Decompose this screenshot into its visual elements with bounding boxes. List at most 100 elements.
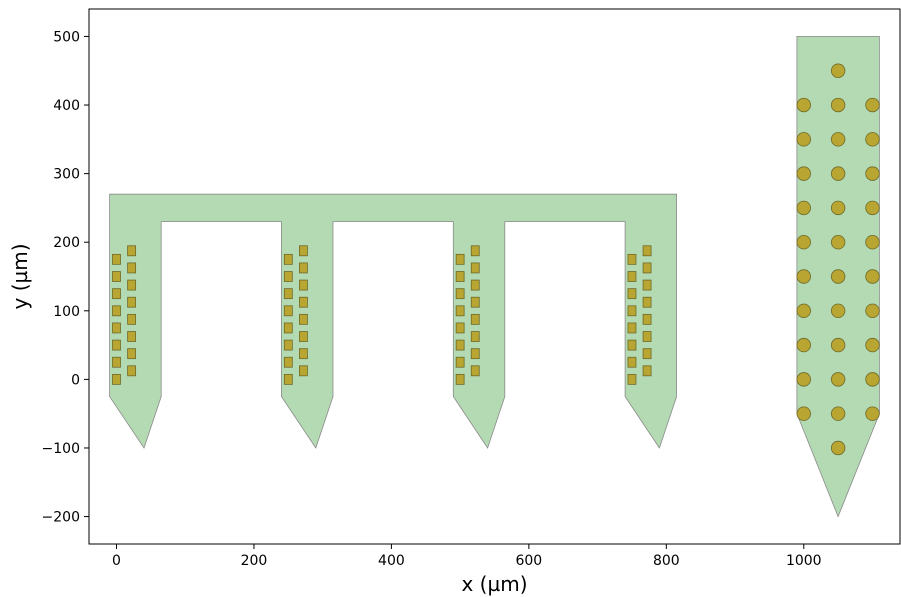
y-tick-label: 300 — [53, 167, 80, 183]
y-tick-label: 200 — [53, 235, 80, 251]
axes-frame — [88, 8, 901, 545]
contact-square — [455, 356, 465, 368]
contact-circle — [796, 269, 811, 284]
contact-circle — [830, 440, 846, 456]
contact-square — [112, 253, 121, 265]
contact-square — [470, 245, 480, 257]
probe-shape-1 — [109, 193, 677, 449]
contact-square — [112, 305, 121, 317]
contact-square — [455, 373, 465, 385]
contact-square — [283, 322, 293, 334]
contact-circle — [830, 200, 846, 216]
contact-square — [627, 305, 637, 317]
contact-square — [299, 245, 308, 257]
contact-circle — [830, 63, 846, 78]
contact-circle — [796, 303, 811, 318]
contact-square — [627, 339, 637, 351]
contact-circle — [865, 166, 880, 181]
contact-square — [455, 253, 465, 265]
x-tick-label: 400 — [378, 553, 405, 569]
contact-square — [627, 271, 637, 282]
contact-square — [299, 296, 308, 308]
contact-square — [283, 339, 293, 351]
contact-circle — [865, 235, 880, 250]
contact-square — [112, 322, 121, 334]
contact-square — [283, 288, 293, 300]
contact-circle — [830, 132, 846, 147]
contact-circle — [865, 406, 880, 421]
x-tick-label: 800 — [653, 553, 680, 569]
contact-square — [127, 296, 137, 308]
contact-square — [127, 348, 137, 360]
probe-shapes — [109, 36, 880, 518]
contact-square — [299, 348, 308, 360]
x-axis-label: x (µm) — [461, 572, 527, 596]
contact-circle — [830, 303, 846, 318]
contact-square — [642, 245, 652, 257]
contact-circle — [830, 166, 846, 181]
contact-square — [627, 373, 637, 385]
contact-circle — [830, 406, 846, 421]
contact-square — [299, 313, 308, 325]
x-tick-label: 1000 — [786, 553, 822, 569]
contact-square — [283, 305, 293, 317]
contact-square — [470, 348, 480, 360]
contact-circle — [796, 166, 811, 181]
contact-square — [455, 288, 465, 300]
contact-square — [627, 356, 637, 368]
contact-square — [470, 296, 480, 308]
contact-square — [299, 279, 308, 291]
contact-square — [470, 313, 480, 325]
contact-square — [455, 339, 465, 351]
contact-square — [455, 322, 465, 334]
contact-circle — [865, 132, 880, 147]
contact-square — [112, 373, 121, 385]
y-tick-label: −100 — [42, 441, 80, 457]
contact-square — [283, 373, 293, 385]
contact-square — [127, 262, 137, 274]
contact-square — [127, 331, 137, 342]
y-tick-label: 0 — [71, 372, 80, 388]
contact-circle — [865, 372, 880, 387]
contact-square — [470, 279, 480, 291]
contact-circle — [796, 372, 811, 387]
contact-square — [470, 365, 480, 377]
contact-square — [127, 279, 137, 291]
x-tick-label: 600 — [515, 553, 542, 569]
y-tick-label: 400 — [53, 98, 80, 114]
x-axis-ticks: 0 200 400 600 800 1000 — [112, 544, 822, 569]
contact-circle — [865, 269, 880, 284]
contact-circle — [796, 200, 811, 216]
contact-square — [642, 365, 652, 377]
contact-square — [627, 253, 637, 265]
contact-square — [642, 296, 652, 308]
contact-square — [470, 331, 480, 342]
contact-square — [627, 322, 637, 334]
contact-square — [642, 279, 652, 291]
contact-square — [299, 262, 308, 274]
contact-square — [455, 305, 465, 317]
contact-circle — [865, 337, 880, 353]
contact-square — [112, 339, 121, 351]
contact-square — [283, 356, 293, 368]
contact-circle — [796, 97, 811, 113]
contact-square — [112, 288, 121, 300]
contact-square — [112, 271, 121, 282]
contact-circle — [796, 132, 811, 147]
contact-square — [455, 271, 465, 282]
contact-circle — [865, 200, 880, 216]
y-tick-label: 100 — [53, 304, 80, 320]
contact-square — [627, 288, 637, 300]
contact-square — [112, 356, 121, 368]
contact-square — [283, 271, 293, 282]
contact-markers — [112, 63, 880, 456]
contact-circle — [830, 235, 846, 250]
contact-square — [127, 365, 137, 377]
contact-circle — [796, 235, 811, 250]
x-tick-label: 0 — [112, 553, 121, 569]
contact-square — [283, 253, 293, 265]
contact-circle — [830, 372, 846, 387]
contact-square — [127, 245, 137, 257]
contact-square — [127, 313, 137, 325]
